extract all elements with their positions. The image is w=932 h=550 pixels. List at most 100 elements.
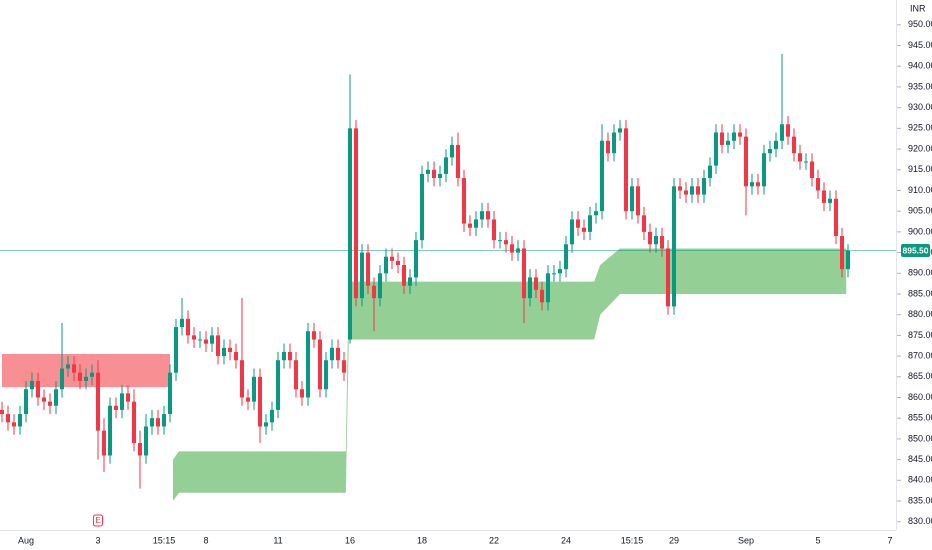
candle-body [588, 215, 592, 232]
candle-body [240, 360, 244, 398]
candle-body [846, 250, 850, 270]
x-tick-label: 18 [417, 535, 427, 545]
y-tick-label: 915.00 [908, 164, 932, 174]
candle-body [792, 136, 796, 154]
candle-body [534, 277, 538, 290]
last-price-box [901, 244, 930, 258]
y-tick-label: 930.00 [908, 102, 932, 112]
y-tick-label: 860.00 [908, 392, 932, 402]
candle-body [732, 132, 736, 141]
candle-body [180, 318, 184, 328]
candle-body [744, 136, 748, 187]
candle-body [324, 360, 328, 390]
candle-body [840, 236, 844, 270]
candle-body [426, 169, 430, 174]
candle-body [522, 248, 526, 299]
candle-body [258, 376, 262, 427]
candle-body [186, 318, 190, 336]
y-tick-label: 865.00 [908, 371, 932, 381]
candle-body [672, 186, 676, 307]
candle-body [456, 144, 460, 179]
candle-body [342, 360, 346, 373]
y-tick-label: 855.00 [908, 413, 932, 423]
x-tick-label: Sep [738, 535, 754, 545]
candle-body [366, 252, 370, 286]
y-tick-label: 940.00 [908, 61, 932, 71]
candle-body [372, 285, 376, 299]
candle-body [312, 331, 316, 340]
candle-body [828, 198, 832, 203]
last-price-label: 895.50 [903, 245, 929, 255]
candle-body [36, 380, 40, 398]
candle-body [300, 389, 304, 398]
candle-body [390, 256, 394, 261]
candle-body [528, 277, 532, 299]
y-tick-label: 835.00 [908, 495, 932, 505]
candle-body [576, 219, 580, 228]
candle-body [648, 231, 652, 245]
candle-body [384, 256, 388, 274]
candle-body [612, 132, 616, 154]
candle-body [222, 347, 226, 357]
x-tick-label: 8 [203, 535, 208, 545]
candle-body [726, 140, 730, 145]
candle-body [210, 335, 214, 344]
candle-body [660, 236, 664, 249]
candle-body [708, 165, 712, 179]
candle-body [756, 182, 760, 187]
candle-body [360, 252, 364, 299]
y-tick-label: 945.00 [908, 40, 932, 50]
x-tick-label: 5 [815, 535, 820, 545]
candle-body [834, 198, 838, 237]
y-tick-label: 845.00 [908, 454, 932, 464]
candle-body [606, 140, 610, 154]
candle-body [768, 149, 772, 154]
candle-body [150, 418, 154, 427]
candle-body [228, 347, 232, 352]
candle-body [138, 443, 142, 456]
candle-body [468, 223, 472, 228]
candle-body [348, 128, 352, 340]
x-tick-label: 16 [345, 535, 355, 545]
y-tick-label: 920.00 [908, 143, 932, 153]
candle-body [120, 393, 124, 410]
candle-body [288, 351, 292, 361]
candle-body [552, 273, 556, 275]
candle-body [510, 244, 514, 253]
candle-body [504, 240, 508, 245]
candle-body [18, 414, 22, 427]
candle-body [306, 331, 310, 398]
candle-body [762, 153, 766, 187]
candle-body [96, 372, 100, 431]
x-tick-label: 11 [273, 535, 282, 545]
candle-body [690, 186, 694, 195]
candle-body [30, 380, 34, 390]
candle-body [420, 173, 424, 241]
candle-body [480, 211, 484, 220]
candle-body [144, 426, 148, 456]
candle-body [108, 405, 112, 456]
x-tick-label: Aug [18, 535, 34, 545]
candle-body [204, 339, 208, 344]
candle-body [474, 219, 478, 228]
candle-body [102, 430, 106, 456]
y-tick-label: 870.00 [908, 350, 932, 360]
candle-body [270, 409, 274, 423]
y-tick-label: 875.00 [908, 330, 932, 340]
candle-body [624, 128, 628, 212]
event-badge [93, 514, 103, 527]
candle-body [810, 161, 814, 179]
candle-body [0, 409, 4, 415]
candle-body [774, 140, 778, 150]
y-tick-label: 830.00 [908, 516, 932, 526]
candle-body [60, 368, 64, 390]
candle-body [630, 186, 634, 212]
candle-body [582, 227, 586, 232]
candle-body [438, 173, 442, 179]
candle-body [90, 372, 94, 377]
candle-body [780, 124, 784, 141]
candle-body [738, 132, 742, 137]
candle-body [816, 178, 820, 191]
candle-body [594, 211, 598, 216]
candle-body [54, 389, 58, 406]
